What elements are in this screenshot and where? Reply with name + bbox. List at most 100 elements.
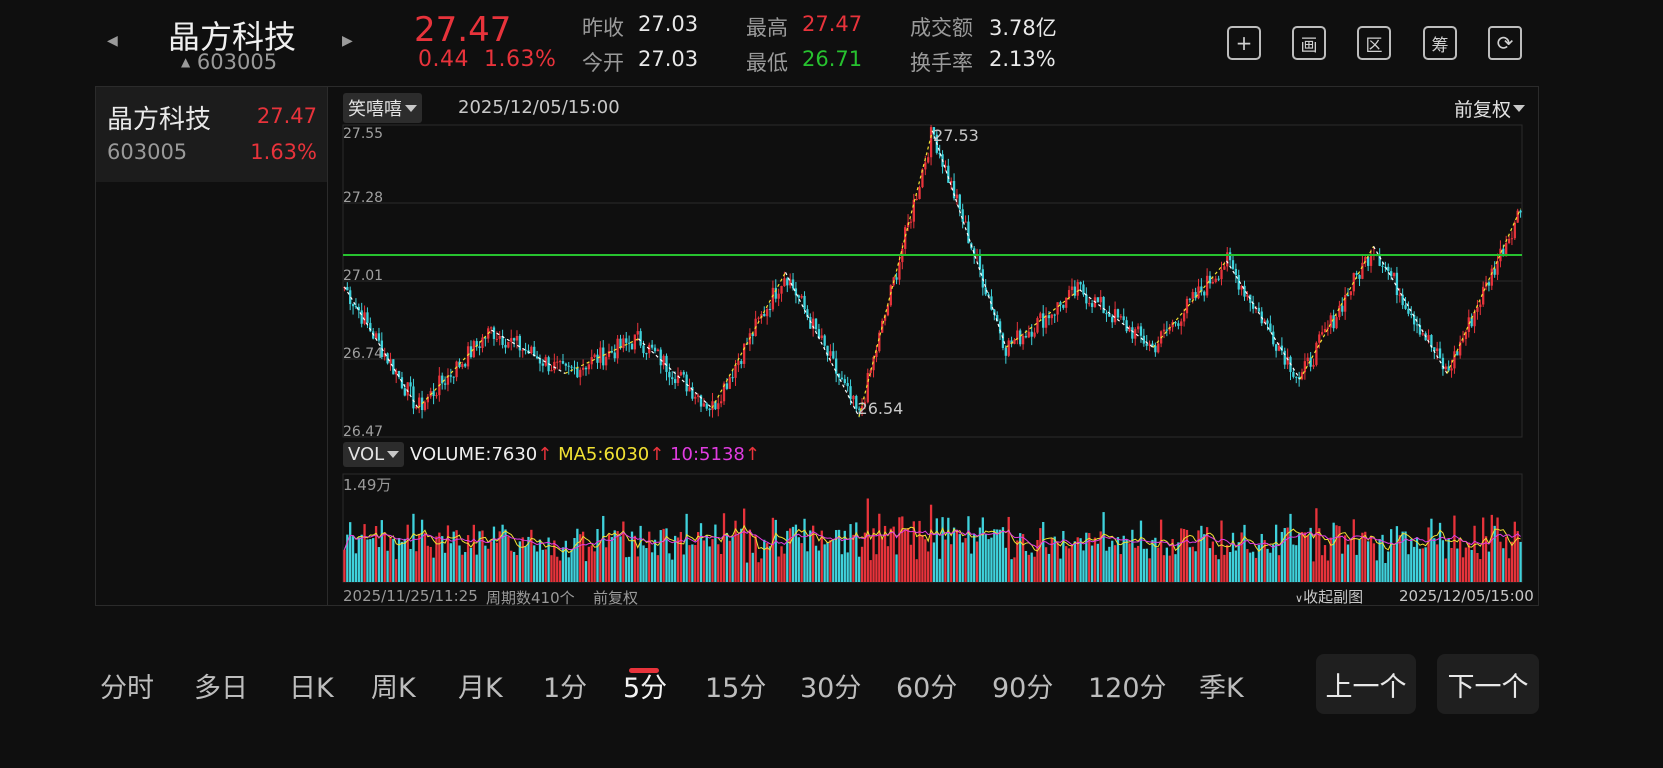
candle-body xyxy=(1151,343,1154,346)
range-icon[interactable]: 区 xyxy=(1357,26,1391,60)
candle-body xyxy=(1467,317,1470,332)
volume-bar xyxy=(1249,552,1252,582)
volume-bar xyxy=(1430,518,1433,582)
candle-body xyxy=(947,165,950,183)
volume-bar xyxy=(449,543,452,582)
candle-body xyxy=(383,353,386,358)
candle-body xyxy=(1085,294,1088,304)
volume-bar xyxy=(1352,519,1355,582)
candle-body xyxy=(694,396,697,399)
tab-12[interactable]: 季K xyxy=(1199,673,1244,704)
tab-9[interactable]: 60分 xyxy=(896,673,958,704)
indicator-select[interactable]: 笑嘻嘻 xyxy=(343,93,422,123)
volume-bar xyxy=(489,541,493,582)
candle-body xyxy=(1050,314,1053,319)
candle-body xyxy=(409,382,412,387)
volume-bar xyxy=(878,513,881,582)
y-tick-label: 27.55 xyxy=(343,126,383,142)
candle-body xyxy=(400,377,404,389)
candle-body xyxy=(1367,257,1370,266)
volume-bar xyxy=(668,553,671,582)
volume-bar xyxy=(1108,546,1111,582)
candle-body xyxy=(1096,297,1099,303)
volume-bar xyxy=(863,532,867,582)
tab-10[interactable]: 90分 xyxy=(992,673,1054,704)
volume-bar xyxy=(737,534,740,582)
adjust-select[interactable]: 前复权 xyxy=(1454,95,1526,122)
volume-bar xyxy=(1246,549,1249,582)
volume-bar xyxy=(619,536,622,582)
volume-bar xyxy=(524,546,527,582)
next-stock-button[interactable]: 下一个 xyxy=(1437,654,1539,714)
volume-bar xyxy=(915,559,918,582)
candle-body xyxy=(1059,302,1062,305)
volume-bar xyxy=(438,532,441,582)
rotate-icon[interactable]: ⟳ xyxy=(1488,26,1522,60)
candle-body xyxy=(538,358,542,364)
draw-icon[interactable]: 画 xyxy=(1292,26,1326,60)
volume-bar xyxy=(967,516,970,582)
candle-body xyxy=(1378,255,1381,266)
turnover-label: 成交额 xyxy=(910,16,973,40)
volume-bar xyxy=(1286,527,1289,582)
candle-body xyxy=(521,349,524,351)
volume-bar xyxy=(1217,559,1220,582)
candle-body xyxy=(944,165,947,167)
candle-body xyxy=(1177,323,1180,326)
candle-body xyxy=(1507,238,1511,244)
volume-bar xyxy=(1134,547,1137,582)
volume-indicator-select[interactable]: VOL xyxy=(343,442,405,467)
volume-bar xyxy=(406,524,409,582)
tab-3[interactable]: 周K xyxy=(371,673,416,704)
volume-bar xyxy=(696,532,700,582)
tab-8[interactable]: 30分 xyxy=(800,673,862,704)
candle-body xyxy=(918,187,921,200)
volume-bar xyxy=(1174,554,1177,582)
tab-7[interactable]: 15分 xyxy=(705,673,767,704)
candle-body xyxy=(426,396,429,403)
volume-bar xyxy=(1090,545,1094,582)
volume-bar xyxy=(1096,543,1099,582)
volume-bar xyxy=(671,559,674,582)
volume-bar xyxy=(860,546,864,582)
volume-bar xyxy=(1059,558,1062,582)
volume-bar xyxy=(443,552,447,582)
collapse-subchart-button[interactable]: ∨收起副图 xyxy=(1295,588,1364,606)
candle-body xyxy=(1487,282,1491,286)
volume-bar xyxy=(420,519,424,582)
volume-bar xyxy=(823,544,826,582)
volume-bar xyxy=(1240,532,1243,582)
tab-2[interactable]: 日K xyxy=(289,673,334,704)
tab-11[interactable]: 120分 xyxy=(1088,673,1167,704)
volume-bar xyxy=(1180,528,1183,582)
tab-1[interactable]: 多日 xyxy=(194,673,248,704)
chip-icon[interactable]: 筹 xyxy=(1423,26,1457,60)
candle-body xyxy=(777,293,780,299)
tab-0[interactable]: 分时 xyxy=(100,673,154,704)
candle-body xyxy=(685,374,688,392)
candle-body xyxy=(863,402,867,407)
candle-body xyxy=(607,350,611,357)
plus-icon[interactable]: + xyxy=(1227,26,1261,60)
candle-body xyxy=(1510,238,1514,240)
candle-body xyxy=(1039,313,1042,319)
candle-body xyxy=(346,286,349,291)
candle-body xyxy=(829,351,832,356)
tab-5[interactable]: 1分 xyxy=(543,673,588,704)
candle-body xyxy=(1185,298,1189,314)
next-stock-arrow-icon[interactable]: ▶ xyxy=(342,33,353,49)
zigzag-segment xyxy=(1226,260,1301,380)
volume-bar xyxy=(1162,555,1166,582)
prev-stock-button[interactable]: 上一个 xyxy=(1316,654,1416,714)
candle-body xyxy=(366,312,369,323)
candle-body xyxy=(849,386,852,400)
volume-bar xyxy=(975,541,979,582)
tab-6[interactable]: 5分 xyxy=(623,673,668,704)
tab-4[interactable]: 月K xyxy=(458,673,503,704)
volume-bar xyxy=(872,528,875,582)
volume-bar xyxy=(705,535,708,582)
sidebar-stock-card[interactable]: 晶方科技 27.47 603005 1.63% xyxy=(96,87,327,182)
prev-stock-arrow-icon[interactable]: ◀ xyxy=(107,33,118,49)
candle-body xyxy=(814,318,818,330)
